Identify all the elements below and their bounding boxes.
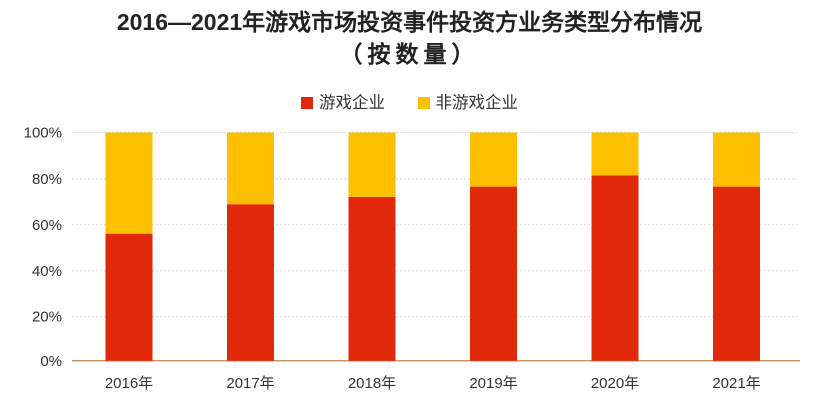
- svg-text:2019年: 2019年: [469, 375, 517, 392]
- svg-text:2016年: 2016年: [105, 375, 153, 392]
- svg-text:2017年: 2017年: [226, 375, 274, 392]
- svg-text:0%: 0%: [40, 353, 62, 370]
- svg-text:2021年: 2021年: [712, 375, 760, 392]
- svg-text:20%: 20%: [32, 309, 62, 326]
- svg-text:80%: 80%: [32, 171, 62, 188]
- svg-text:40%: 40%: [32, 263, 62, 280]
- svg-text:2020年: 2020年: [591, 375, 639, 392]
- svg-text:2018年: 2018年: [348, 375, 396, 392]
- svg-text:100%: 100%: [24, 125, 62, 142]
- svg-text:60%: 60%: [32, 217, 62, 234]
